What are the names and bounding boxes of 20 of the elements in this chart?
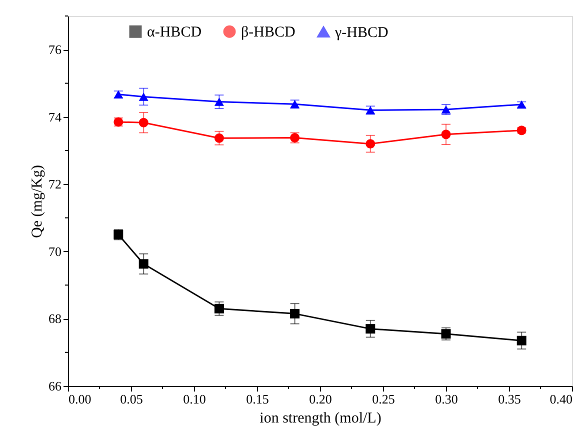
y-axis-title: Qe (mg/Kg)	[30, 165, 46, 238]
y-tick-label: 66	[48, 378, 62, 394]
x-tick-label: 0.00	[68, 392, 92, 406]
y-tick-label: 74	[48, 109, 62, 124]
x-axis-title: ion strength (mol/L)	[260, 410, 382, 426]
x-tick-label: 0.30	[435, 392, 458, 406]
legend-label: α-HBCD	[147, 24, 202, 41]
y-tick-label: 72	[48, 176, 62, 192]
y-tick-label: 70	[48, 244, 62, 259]
x-tick-label: 0.05	[120, 392, 143, 406]
x-tick-label: 0.40	[550, 392, 572, 406]
x-tick-label: 0.10	[183, 392, 206, 406]
y-tick-label: 76	[48, 42, 62, 58]
x-tick-label: 0.35	[498, 392, 521, 406]
x-tick-label: 0.25	[372, 392, 395, 406]
x-tick-label: 0.20	[309, 392, 332, 406]
y-tick-label: 68	[48, 311, 62, 326]
x-tick-label: 0.15	[246, 392, 269, 406]
legend-label: β-HBCD	[241, 24, 296, 41]
legend-label: γ-HBCD	[334, 24, 388, 41]
